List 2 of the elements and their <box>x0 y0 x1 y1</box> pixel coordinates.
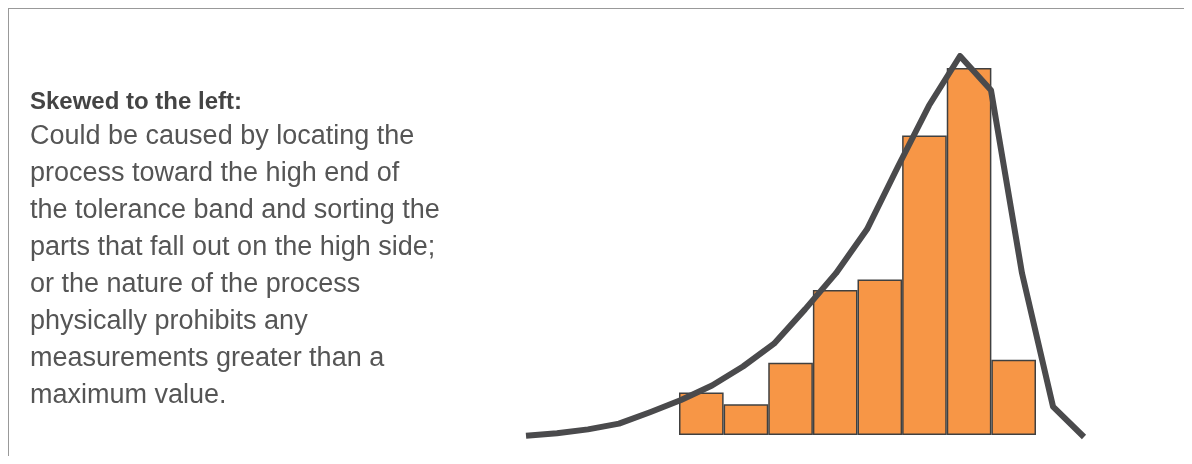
text: Skewed to the left: <box>30 87 244 115</box>
text: Could be caused by locating the process toward the high end of the tolerance band and sorting the parts that fall out on the high side; or the nature of the process physically prohibits any measurements greater than a maximum value. <box>30 119 441 411</box>
